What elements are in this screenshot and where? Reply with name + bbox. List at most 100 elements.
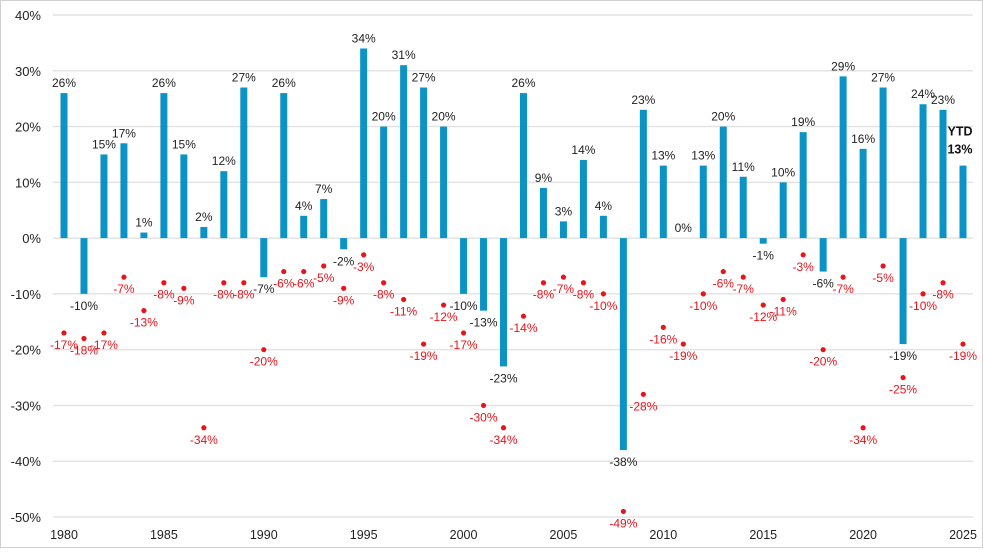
bar-1998 [420, 88, 427, 239]
dot-label-2022: -25% [889, 383, 917, 397]
bar-label-2018: -6% [812, 277, 834, 291]
dot-2019 [841, 275, 846, 280]
bar-label-1987: 2% [195, 210, 213, 224]
dot-1991 [281, 269, 286, 274]
bar-1986 [180, 154, 187, 238]
y-tick-label: 30% [15, 64, 41, 79]
bar-label-2009: 23% [631, 93, 655, 107]
dot-2008 [621, 509, 626, 514]
dot-2001 [481, 403, 486, 408]
y-tick-label: -40% [11, 454, 42, 469]
dot-label-2017: -3% [793, 260, 815, 274]
bar-1989 [240, 88, 247, 239]
dot-label-1984: -13% [130, 316, 158, 330]
dot-2022 [900, 375, 905, 380]
dot-2010 [661, 325, 666, 330]
dot-1993 [321, 263, 326, 268]
bar-2025 [960, 166, 967, 239]
dot-label-1983: -7% [113, 282, 135, 296]
bar-label-1989: 27% [232, 71, 256, 85]
dot-label-1998: -19% [410, 349, 438, 363]
bar-label-2000: -10% [450, 299, 478, 313]
bar-2020 [860, 149, 867, 238]
bar-label-2002: -23% [490, 371, 518, 385]
dot-1985 [161, 280, 166, 285]
dot-2018 [821, 347, 826, 352]
dot-label-1997: -11% [390, 304, 417, 318]
x-tick-label: 1990 [250, 528, 278, 542]
bar-1981 [80, 238, 87, 294]
bar-1996 [380, 127, 387, 239]
bar-2013 [720, 127, 727, 239]
bar-2001 [480, 238, 487, 311]
dot-2025 [960, 341, 965, 346]
bar-label-1994: -2% [333, 254, 355, 268]
dot-1987 [201, 425, 206, 430]
bar-label-2017: 19% [791, 115, 815, 129]
bar-1980 [61, 93, 68, 238]
bar-label-1980: 26% [52, 76, 76, 90]
x-tick-label: 2020 [849, 528, 877, 542]
y-tick-label: 0% [22, 231, 41, 246]
dot-2017 [801, 252, 806, 257]
dot-1988 [221, 280, 226, 285]
bar-label-1995: 34% [352, 31, 376, 45]
ytd-label: YTD [948, 125, 973, 139]
dot-1980 [61, 330, 66, 335]
bar-1997 [400, 65, 407, 238]
dot-label-2003: -14% [509, 321, 537, 335]
bar-2024 [940, 110, 947, 238]
bar-2012 [700, 166, 707, 239]
dot-label-2014: -7% [733, 282, 755, 296]
bar-1992 [300, 216, 307, 238]
bar-label-2010: 13% [651, 149, 675, 163]
dot-label-1987: -34% [190, 433, 218, 447]
dot-label-2010: -16% [649, 332, 677, 346]
dot-label-2013: -6% [713, 277, 735, 291]
bar-2003 [520, 93, 527, 238]
bar-label-2003: 26% [511, 76, 535, 90]
bar-label-2024: 23% [931, 93, 955, 107]
dot-2021 [880, 263, 885, 268]
dot-2023 [920, 291, 925, 296]
dot-label-2018: -20% [809, 355, 837, 369]
dot-label-2021: -5% [872, 271, 894, 285]
bar-label-1984: 1% [135, 216, 153, 230]
x-tick-label: 2025 [949, 528, 977, 542]
bar-2000 [460, 238, 467, 294]
bar-label-1997: 31% [392, 48, 416, 62]
y-tick-label: 40% [15, 8, 41, 23]
dot-2007 [601, 291, 606, 296]
dot-2006 [581, 280, 586, 285]
dot-label-2024: -8% [932, 288, 954, 302]
bar-label-2016: 10% [771, 165, 795, 179]
bar-label-1991: 26% [272, 76, 296, 90]
bar-label-2004: 9% [535, 171, 553, 185]
dot-label-1989: -8% [233, 288, 255, 302]
bar-1994 [340, 238, 347, 249]
dot-2012 [701, 291, 706, 296]
bar-2006 [580, 160, 587, 238]
y-tick-label: 10% [15, 175, 41, 190]
bar-1993 [320, 199, 327, 238]
bar-label-1988: 12% [212, 154, 236, 168]
dot-2024 [940, 280, 945, 285]
bar-label-2001: -13% [470, 316, 498, 330]
dot-2000 [461, 330, 466, 335]
bar-1982 [100, 154, 107, 238]
dot-2004 [541, 280, 546, 285]
bar-label-2014: 11% [732, 160, 755, 174]
dot-1998 [421, 341, 426, 346]
bar-1990 [260, 238, 267, 277]
bar-2004 [540, 188, 547, 238]
bar-1984 [140, 233, 147, 239]
y-tick-label: 20% [15, 120, 41, 135]
bar-2002 [500, 238, 507, 366]
bar-2019 [840, 76, 847, 238]
dot-1984 [141, 308, 146, 313]
bar-label-2013: 20% [711, 110, 735, 124]
bar-2014 [740, 177, 747, 238]
dot-1990 [261, 347, 266, 352]
dot-1981 [81, 336, 86, 341]
